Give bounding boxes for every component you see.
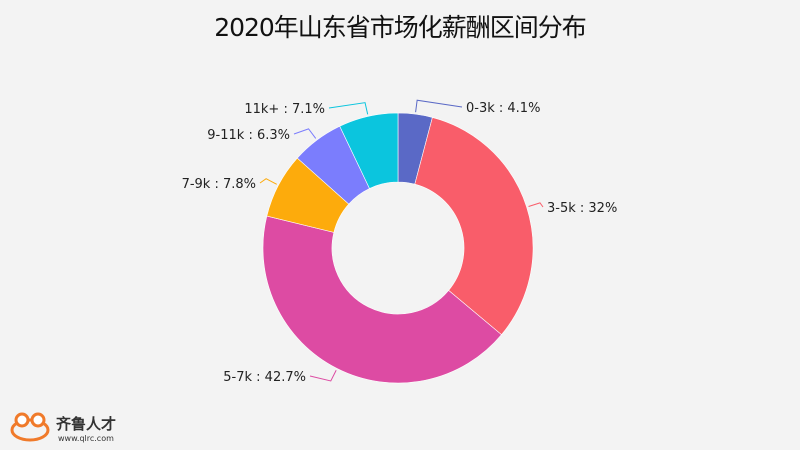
logo-name: 齐鲁人才 bbox=[56, 415, 116, 433]
data-label: 3-5k : 32% bbox=[547, 201, 617, 216]
leader-line bbox=[309, 370, 337, 382]
chart-title: 2020年山东省市场化薪酬区间分布 bbox=[214, 13, 587, 42]
data-label: 7-9k : 7.8% bbox=[182, 177, 256, 192]
slice-11k+[interactable] bbox=[339, 112, 399, 189]
logo-url: www.qlrc.com bbox=[58, 434, 114, 443]
data-label: 9-11k : 6.3% bbox=[207, 128, 290, 143]
frog-logo-icon: 齐鲁人才 www.qlrc.com bbox=[10, 412, 116, 443]
qlrc-logo: 齐鲁人才 www.qlrc.com bbox=[8, 408, 148, 444]
leader-line bbox=[328, 102, 369, 115]
slice-3-5k[interactable] bbox=[414, 117, 534, 336]
data-label: 11k+ : 7.1% bbox=[244, 102, 325, 117]
data-label: 5-7k : 42.7% bbox=[223, 370, 306, 385]
leader-line bbox=[528, 202, 544, 208]
data-label: 0-3k : 4.1% bbox=[466, 101, 540, 116]
leader-line bbox=[259, 178, 277, 185]
slice-5-7k[interactable] bbox=[262, 215, 502, 384]
leader-line bbox=[293, 128, 317, 139]
leader-line bbox=[415, 99, 463, 113]
